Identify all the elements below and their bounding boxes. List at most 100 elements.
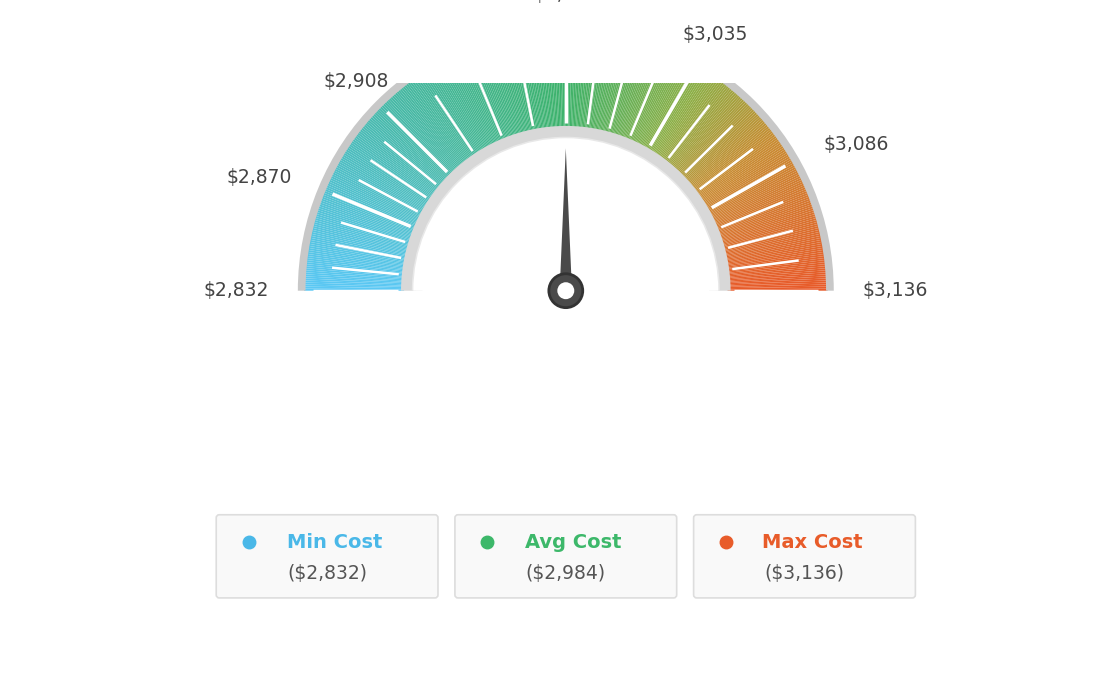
Wedge shape [344, 148, 429, 204]
Wedge shape [397, 89, 463, 167]
Wedge shape [726, 258, 826, 272]
Wedge shape [427, 68, 481, 153]
Wedge shape [363, 124, 442, 188]
Wedge shape [417, 74, 475, 158]
Wedge shape [364, 122, 442, 188]
Wedge shape [725, 248, 825, 266]
Wedge shape [360, 127, 439, 190]
Wedge shape [647, 64, 699, 152]
Wedge shape [699, 142, 783, 200]
Wedge shape [718, 198, 811, 235]
Wedge shape [625, 48, 665, 141]
Wedge shape [323, 188, 417, 229]
Wedge shape [482, 41, 516, 137]
Wedge shape [710, 172, 800, 219]
Wedge shape [581, 30, 593, 130]
Wedge shape [677, 100, 746, 174]
Wedge shape [425, 68, 480, 154]
Wedge shape [394, 92, 460, 168]
Wedge shape [719, 204, 814, 238]
Wedge shape [391, 95, 459, 170]
Wedge shape [726, 266, 827, 277]
Wedge shape [688, 119, 765, 186]
Wedge shape [326, 185, 418, 226]
Wedge shape [596, 34, 617, 132]
Wedge shape [550, 29, 556, 129]
Wedge shape [565, 29, 567, 129]
Wedge shape [679, 104, 751, 177]
Wedge shape [580, 30, 591, 130]
Wedge shape [702, 148, 787, 204]
Wedge shape [594, 33, 613, 132]
Wedge shape [711, 175, 802, 221]
Wedge shape [348, 144, 432, 201]
Wedge shape [572, 29, 578, 129]
Wedge shape [714, 187, 807, 228]
Wedge shape [306, 256, 405, 270]
Wedge shape [683, 112, 758, 181]
Wedge shape [321, 196, 415, 233]
Wedge shape [523, 32, 541, 131]
Wedge shape [321, 195, 415, 233]
Wedge shape [656, 73, 713, 157]
Wedge shape [725, 250, 825, 266]
Wedge shape [595, 33, 615, 132]
Text: Max Cost: Max Cost [762, 533, 862, 552]
Text: ($3,136): ($3,136) [764, 564, 845, 583]
Wedge shape [609, 39, 639, 135]
Wedge shape [333, 168, 423, 216]
Wedge shape [724, 237, 822, 259]
Wedge shape [569, 29, 572, 129]
Wedge shape [711, 174, 800, 219]
Wedge shape [466, 48, 506, 141]
Wedge shape [720, 212, 816, 243]
Wedge shape [304, 280, 404, 286]
Wedge shape [481, 42, 514, 138]
Wedge shape [311, 226, 410, 252]
Wedge shape [608, 38, 637, 135]
Wedge shape [728, 280, 828, 286]
Wedge shape [312, 221, 410, 249]
Wedge shape [386, 99, 456, 172]
Wedge shape [308, 244, 406, 263]
Wedge shape [578, 30, 588, 130]
Wedge shape [702, 150, 788, 205]
Wedge shape [687, 116, 762, 184]
FancyBboxPatch shape [216, 515, 438, 598]
Text: Min Cost: Min Cost [287, 533, 382, 552]
Wedge shape [502, 36, 528, 134]
Wedge shape [692, 127, 772, 190]
Wedge shape [401, 126, 731, 290]
Wedge shape [593, 32, 611, 131]
Wedge shape [305, 264, 405, 275]
Wedge shape [314, 217, 411, 247]
Wedge shape [399, 88, 464, 166]
Wedge shape [577, 30, 586, 130]
Wedge shape [551, 29, 559, 129]
Wedge shape [562, 29, 564, 129]
Wedge shape [501, 37, 527, 134]
Wedge shape [664, 83, 726, 163]
Wedge shape [696, 133, 776, 195]
Wedge shape [439, 60, 489, 149]
Wedge shape [639, 57, 687, 147]
Wedge shape [543, 30, 553, 130]
Wedge shape [726, 260, 826, 273]
Wedge shape [385, 100, 455, 174]
Wedge shape [633, 52, 676, 144]
Wedge shape [631, 51, 673, 144]
Wedge shape [723, 230, 821, 254]
Wedge shape [644, 61, 693, 150]
Wedge shape [652, 70, 708, 155]
Wedge shape [725, 252, 825, 268]
Wedge shape [309, 235, 407, 258]
Wedge shape [517, 33, 537, 132]
Wedge shape [716, 195, 810, 233]
Wedge shape [336, 165, 424, 214]
Wedge shape [728, 273, 827, 281]
Wedge shape [370, 116, 445, 184]
Wedge shape [570, 29, 574, 129]
Wedge shape [421, 72, 477, 156]
Wedge shape [317, 208, 413, 241]
Wedge shape [380, 106, 452, 177]
